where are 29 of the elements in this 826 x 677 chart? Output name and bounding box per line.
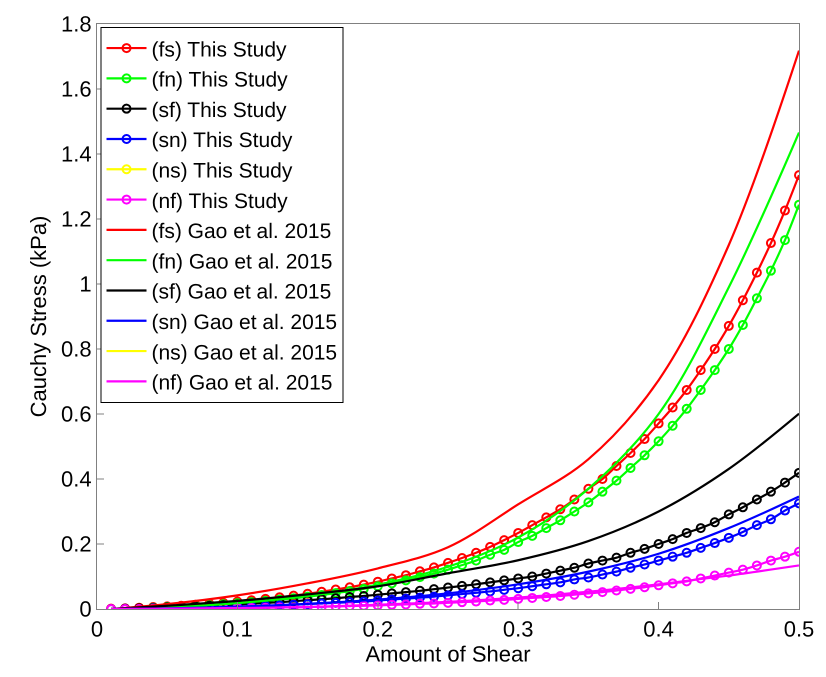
y-tick-label: 0 xyxy=(79,596,92,622)
legend-label: (ns) Gao et al. 2015 xyxy=(152,341,338,364)
y-tick-label: 0.8 xyxy=(61,336,92,362)
x-tick-label: 0.3 xyxy=(502,616,534,642)
y-tick-label: 1.2 xyxy=(61,206,92,232)
legend-label: (sn) Gao et al. 2015 xyxy=(152,310,338,334)
legend-label: (fs) This Study xyxy=(152,38,287,62)
x-axis-title: Amount of Shear xyxy=(365,641,531,666)
y-tick-label: 0.2 xyxy=(61,532,92,557)
legend-label: (fn) Gao et al. 2015 xyxy=(152,250,332,274)
legend-label: (ns) This Study xyxy=(152,159,293,182)
legend-label: (sf) Gao et al. 2015 xyxy=(152,280,332,304)
legend-label: (sn) This Study xyxy=(152,129,293,152)
legend-label: (nf) Gao et al. 2015 xyxy=(152,372,332,395)
legend-label: (fn) This Study xyxy=(152,68,288,92)
y-tick-label: 1.4 xyxy=(61,142,92,167)
x-tick-label: 0.2 xyxy=(362,616,394,642)
x-tick-label: 0.1 xyxy=(222,616,253,642)
y-tick-label: 1.8 xyxy=(61,12,92,37)
legend-label: (nf) This Study xyxy=(152,190,288,213)
y-tick-label: 1.6 xyxy=(61,76,92,102)
legend-label: (fs) Gao et al. 2015 xyxy=(152,220,332,244)
y-tick-label: 1 xyxy=(79,272,92,297)
y-tick-label: 0.6 xyxy=(61,402,92,427)
x-tick-label: 0.5 xyxy=(784,616,814,642)
legend-label: (sf) This Study xyxy=(152,98,287,122)
x-tick-label: 0.4 xyxy=(643,616,674,642)
y-axis-title: Cauchy Stress (kPa) xyxy=(26,216,51,418)
y-tick-label: 0.4 xyxy=(61,466,92,492)
